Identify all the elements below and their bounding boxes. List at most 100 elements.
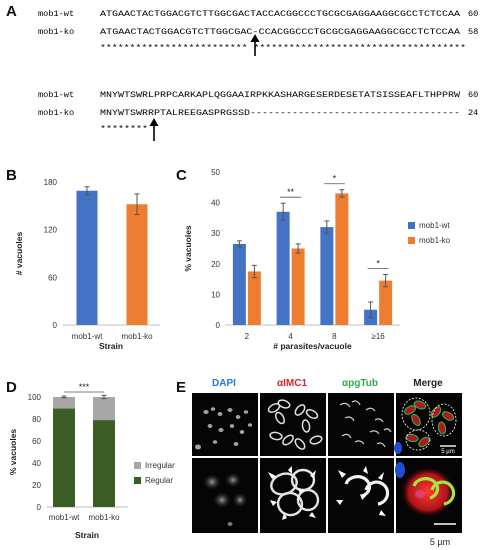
bar-mob1-wt-8 <box>320 227 334 325</box>
panel-letter-e: E <box>176 379 186 396</box>
protein-num-ko: 24 <box>468 108 478 118</box>
error-bar <box>101 394 107 400</box>
dna-label-wt: mob1-wt <box>38 9 74 19</box>
significance-label: * <box>333 174 337 184</box>
legend-swatch <box>408 237 415 244</box>
error-bar <box>61 395 67 399</box>
x-tick-label: mob1-ko <box>121 332 153 341</box>
significance-label: *** <box>79 382 90 392</box>
error-bar <box>251 264 257 279</box>
legend-label: mob1-wt <box>419 221 450 230</box>
significance-label: * <box>376 259 380 269</box>
y-tick-label: 30 <box>211 229 220 238</box>
dna-num-ko: 58 <box>468 27 478 37</box>
y-tick-label: 100 <box>28 393 42 402</box>
y-tick-label: 0 <box>37 503 42 512</box>
x-tick-label: ≥16 <box>371 332 385 341</box>
legend-label: mob1-ko <box>419 236 451 245</box>
x-axis-label: Strain <box>99 341 123 351</box>
y-tick-label: 0 <box>216 321 221 330</box>
panel-letter-c: C <box>176 167 187 184</box>
x-tick-label: mob1-ko <box>88 513 120 522</box>
y-tick-label: 0 <box>53 321 58 330</box>
y-tick-label: 60 <box>48 273 57 282</box>
dna-deletion-arrow <box>250 34 260 56</box>
chart-d: 0 20 40 60 80 100 Strain % vacuoles mob1-wt mob1-… <box>8 382 175 540</box>
bar-mob1-ko-≥16 <box>379 280 393 325</box>
x-tick-label: mob1-wt <box>72 332 103 341</box>
error-bar <box>324 220 330 234</box>
error-bar <box>280 202 286 221</box>
header-merge: Merge <box>413 378 443 389</box>
x-axis-label: # parasites/vacuole <box>273 341 352 351</box>
legend-swatch <box>134 477 141 484</box>
micrograph-pgtub-overview <box>328 393 394 456</box>
x-axis-label: Strain <box>75 530 99 540</box>
micrograph-dapi-overview <box>192 393 258 456</box>
y-tick-label: 60 <box>32 437 41 446</box>
panel-d: D 0 20 40 60 80 100 Strain % vacuoles mob1-wt mob… <box>6 379 175 540</box>
y-tick-label: 80 <box>32 415 41 424</box>
protein-conservation-stars: ******** <box>100 124 148 134</box>
micrograph-imc1-zoom <box>260 458 326 533</box>
y-tick-label: 50 <box>211 168 220 177</box>
chart-c: 0 10 20 30 40 50 # parasites/vacuole % vacuoles… <box>183 168 451 351</box>
x-tick-label: 2 <box>245 332 250 341</box>
scalebar-large-label: 5 µm <box>430 537 450 547</box>
y-axis-label: % vacuoles <box>8 429 18 476</box>
protein-label-wt: mob1-wt <box>38 90 74 100</box>
dna-alignment: mob1-wt ATGAACTACTGGACGTCTTGGCGACTACCACG… <box>38 9 478 56</box>
stack-Irregular-mob1-wt <box>53 397 75 409</box>
stack-Regular-mob1-wt <box>53 408 75 507</box>
y-tick-label: 20 <box>211 260 220 269</box>
dna-conservation-stars: ************************* **************… <box>100 43 466 53</box>
error-bar <box>368 301 374 318</box>
micrograph-imc1-overview <box>260 393 326 456</box>
x-tick-label: 4 <box>288 332 293 341</box>
dna-num-wt: 60 <box>468 9 478 19</box>
protein-label-ko: mob1-ko <box>38 108 74 118</box>
dna-label-ko: mob1-ko <box>38 27 74 37</box>
bar-mob1-ko-2 <box>247 271 261 325</box>
panel-b: B 0 60 120 180 Strain # vacuoles mob1-wt mob1-k… <box>6 167 160 351</box>
header-dapi: DAPI <box>212 378 236 389</box>
panel-letter-d: D <box>6 379 17 396</box>
y-tick-label: 40 <box>32 459 41 468</box>
y-tick-label: 40 <box>211 199 220 208</box>
protein-seq-ko: MNYWTSWRRPTALREEGASPRGSSD---------------… <box>100 108 460 118</box>
legend-label: Irregular <box>145 461 175 470</box>
error-bar <box>236 240 242 248</box>
y-tick-label: 180 <box>44 178 58 187</box>
protein-num-wt: 60 <box>468 90 478 100</box>
chart-b: 0 60 120 180 Strain # vacuoles mob1-wt mob1-ko <box>14 178 160 351</box>
protein-mutation-arrow <box>149 118 159 141</box>
panel-letter-a: A <box>6 3 17 20</box>
legend-swatch <box>408 222 415 229</box>
protein-seq-wt: MNYWTSWRLPRPCARKAPLQGGAAIRPKKASHARGESERD… <box>100 90 461 100</box>
error-bar <box>339 189 345 198</box>
y-tick-label: 120 <box>44 226 58 235</box>
panel-a: A mob1-wt ATGAACTACTGGACGTCTTGGCGACTACCA… <box>6 3 478 141</box>
y-tick-label: 10 <box>211 290 220 299</box>
y-tick-label: 20 <box>32 481 41 490</box>
stack-Irregular-mob1-ko <box>93 397 115 421</box>
bar-mob1-wt-4 <box>276 211 290 325</box>
error-bar <box>134 193 140 216</box>
pgtub-arrows <box>336 466 386 516</box>
bar-mob1-wt <box>76 190 98 325</box>
x-tick-label: 8 <box>332 332 337 341</box>
header-pgtub: αpgTub <box>342 378 378 389</box>
micrograph-row-overview: 5 µm <box>192 393 462 456</box>
error-bar <box>295 243 301 254</box>
y-axis-label: % vacuoles <box>183 225 193 272</box>
micrograph-row-zoom: 5 µm <box>192 458 462 547</box>
bar-mob1-ko-8 <box>335 193 349 325</box>
y-axis-label: # vacuoles <box>14 231 24 275</box>
bar-mob1-wt-2 <box>232 243 246 325</box>
panel-c: C 0 10 20 30 40 50 # parasites/vacuole % vacuol… <box>176 167 451 351</box>
dna-seq-wt: ATGAACTACTGGACGTCTTGGCGACTACCACGGCCCTGCG… <box>100 9 461 19</box>
stack-Regular-mob1-ko <box>93 420 115 507</box>
imc1-arrows <box>268 466 316 520</box>
scalebar-small-label: 5 µm <box>441 449 454 455</box>
